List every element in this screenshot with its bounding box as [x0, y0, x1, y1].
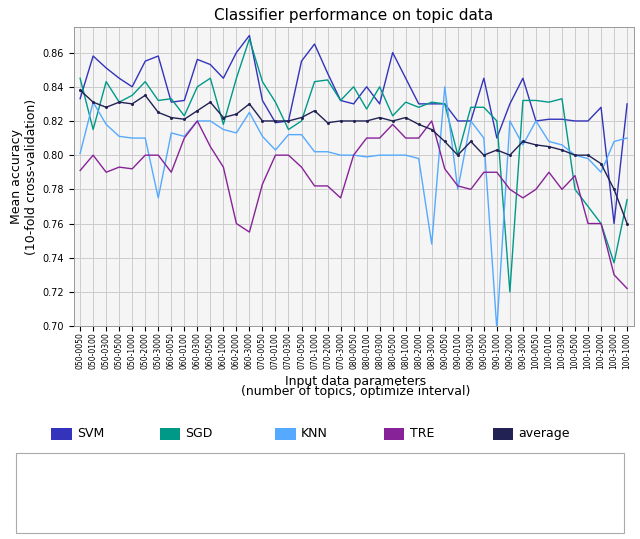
- Text: Figure 3.: Figure 3.: [28, 462, 84, 473]
- Text: Results from a classification task using topic probability data as input for sub: Results from a classification task using…: [71, 462, 612, 473]
- Text: SVM: SVM: [77, 427, 104, 440]
- Text: and four different classifers.: and four different classifers.: [28, 492, 185, 502]
- Text: Input data parameters: Input data parameters: [285, 375, 426, 389]
- Y-axis label: Mean accuracy
(10-fold cross-validation): Mean accuracy (10-fold cross-validation): [10, 99, 38, 254]
- Text: KNN: KNN: [301, 427, 328, 440]
- Title: Classifier performance on topic data: Classifier performance on topic data: [214, 8, 493, 23]
- Text: (number of topics, optimize interval): (number of topics, optimize interval): [241, 384, 470, 398]
- Text: SGD: SGD: [186, 427, 213, 440]
- Text: TRE: TRE: [410, 427, 434, 440]
- Text: average: average: [518, 427, 570, 440]
